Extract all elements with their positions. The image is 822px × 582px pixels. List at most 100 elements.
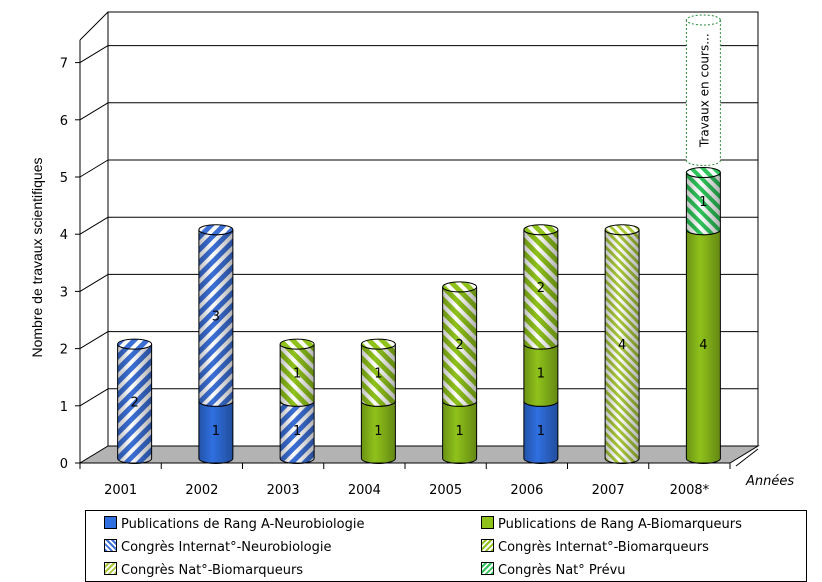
bar-value-label: 2 — [455, 338, 463, 353]
legend-swatch — [481, 562, 494, 575]
bar-shading — [280, 344, 315, 407]
bar-shading — [523, 229, 558, 350]
bar-segment: 1 — [360, 338, 396, 407]
x-tick-label: 2002 — [185, 483, 218, 498]
gridline-side — [79, 159, 109, 178]
chart-text: 0 1 2 3 4 5 6 7 Nombre de travaux scientifiques 2… — [29, 57, 794, 498]
bar-shading — [117, 344, 152, 464]
gridline-side — [79, 216, 109, 235]
y-tick-label: 3 — [60, 285, 68, 300]
bar-value-label: 1 — [374, 367, 382, 382]
chart-bars: 2 1 3 1 1 1 1 1 2 1 1 2 4 4 1 Travaux en cours... — [117, 14, 721, 464]
y-tick-label: 6 — [60, 114, 68, 129]
bar-shading — [361, 344, 396, 407]
y-axis-title: Nombre de travaux scientifiques — [29, 158, 45, 358]
bar-shading — [686, 172, 721, 235]
bar-top — [117, 338, 153, 350]
bar-value-label: 4 — [618, 338, 626, 353]
bar-shading — [280, 401, 315, 464]
x-axis-depth — [735, 448, 759, 467]
legend-entry: Congrès Internat°-Neurobiologie — [104, 539, 331, 556]
gridline-side — [79, 331, 109, 350]
bar-top — [442, 281, 478, 293]
x-tick-label: 2001 — [104, 483, 137, 498]
bar-value-label: 1 — [455, 424, 463, 439]
bar-top — [198, 224, 234, 236]
bar-segment: 4 — [604, 224, 640, 464]
x-tick-label: 2005 — [429, 483, 462, 498]
bar-value-label: 1 — [212, 424, 220, 439]
legend-swatch — [104, 562, 117, 575]
bar-segment: 1 — [360, 401, 396, 464]
gridline-side — [79, 102, 109, 121]
bar-top — [604, 224, 640, 236]
legend-entry: Publications de Rang A-Biomarqueurs — [481, 516, 742, 533]
bar-value-label: 2 — [130, 395, 138, 410]
bar-segment: 1 — [198, 401, 234, 464]
bar-shading — [442, 401, 477, 464]
bar-shading — [198, 401, 233, 464]
legend-entry: Congrès Internat°-Biomarqueurs — [481, 539, 709, 556]
bar-shading — [686, 229, 721, 464]
legend-entry: Congrès Nat° Prévu — [481, 562, 626, 579]
bar-shading — [523, 401, 558, 464]
chart-background — [78, 11, 760, 464]
bar-segment: 1 — [279, 338, 315, 407]
bar-segment: 1 — [685, 167, 721, 236]
bar-value-label: 4 — [699, 338, 707, 353]
bar-segment: 1 — [279, 401, 315, 464]
bar-value-label: 1 — [699, 195, 707, 210]
x-tick-label: 2006 — [510, 483, 543, 498]
legend-entry: Congrès Nat°-Biomarqueurs — [104, 562, 303, 579]
bar-segment: 2 — [442, 281, 478, 407]
y-tick-label: 0 — [60, 457, 68, 472]
y-tick-label: 1 — [60, 400, 68, 415]
bar-value-label: 1 — [537, 424, 545, 439]
chart-legend: Publications de Rang A-Neurobiologie Publ… — [85, 510, 807, 582]
legend-swatch — [104, 516, 117, 529]
legend-label: Publications de Rang A-Neurobiologie — [121, 517, 365, 532]
annotation-text: Travaux en cours... — [697, 33, 711, 148]
legend-entry: Publications de Rang A-Neurobiologie — [104, 516, 364, 533]
x-tick-label: 2008* — [670, 483, 710, 498]
bar-value-label: 1 — [293, 367, 301, 382]
x-tick-label: 2004 — [348, 483, 381, 498]
gridline-side — [79, 273, 109, 292]
bar-top — [279, 338, 315, 350]
bar-value-label: 1 — [537, 367, 545, 382]
bar-value-label: 1 — [293, 424, 301, 439]
bar-shading — [198, 229, 233, 407]
y-tick-label: 2 — [60, 343, 68, 358]
bar-top — [523, 224, 559, 236]
bar-top — [685, 167, 721, 178]
bar-value-label: 1 — [374, 424, 382, 439]
bar-top — [360, 338, 396, 350]
legend-label: Congrès Internat°-Biomarqueurs — [498, 540, 709, 555]
legend-label: Congrès Nat° Prévu — [498, 563, 626, 578]
legend-label: Congrès Nat°-Biomarqueurs — [121, 563, 304, 578]
legend-label: Publications de Rang A-Biomarqueurs — [498, 517, 742, 532]
bar-shading — [442, 286, 477, 407]
annotation-box — [685, 20, 721, 166]
x-axis-title: Années — [745, 474, 794, 489]
legend-label: Congrès Internat°-Neurobiologie — [121, 540, 332, 555]
annotation-top — [685, 14, 721, 26]
gridline-side — [79, 388, 109, 407]
x-tick-label: 2003 — [267, 483, 300, 498]
bar-segment: 2 — [523, 224, 559, 350]
bar-shading — [523, 344, 558, 407]
x-tick-label: 2007 — [592, 483, 625, 498]
bar-segment: 1 — [442, 401, 478, 464]
y-tick-label: 4 — [60, 228, 68, 243]
y-tick-label: 5 — [60, 171, 68, 186]
bar-segment: 1 — [523, 343, 559, 407]
bar-segment: 1 — [523, 401, 559, 464]
bar-segment: 3 — [198, 224, 234, 407]
bar-value-label: 3 — [212, 310, 220, 325]
annotation-travaux-en-cours: Travaux en cours... — [685, 14, 721, 166]
bar-shading — [361, 401, 396, 464]
bar-value-label: 2 — [537, 281, 545, 296]
chart-plot: 2 1 3 1 1 1 1 1 2 1 1 2 4 4 1 Travaux en cours... 0 1 2 3 4… — [29, 11, 794, 498]
gridline-side — [79, 45, 109, 64]
bar-shading — [605, 229, 640, 464]
